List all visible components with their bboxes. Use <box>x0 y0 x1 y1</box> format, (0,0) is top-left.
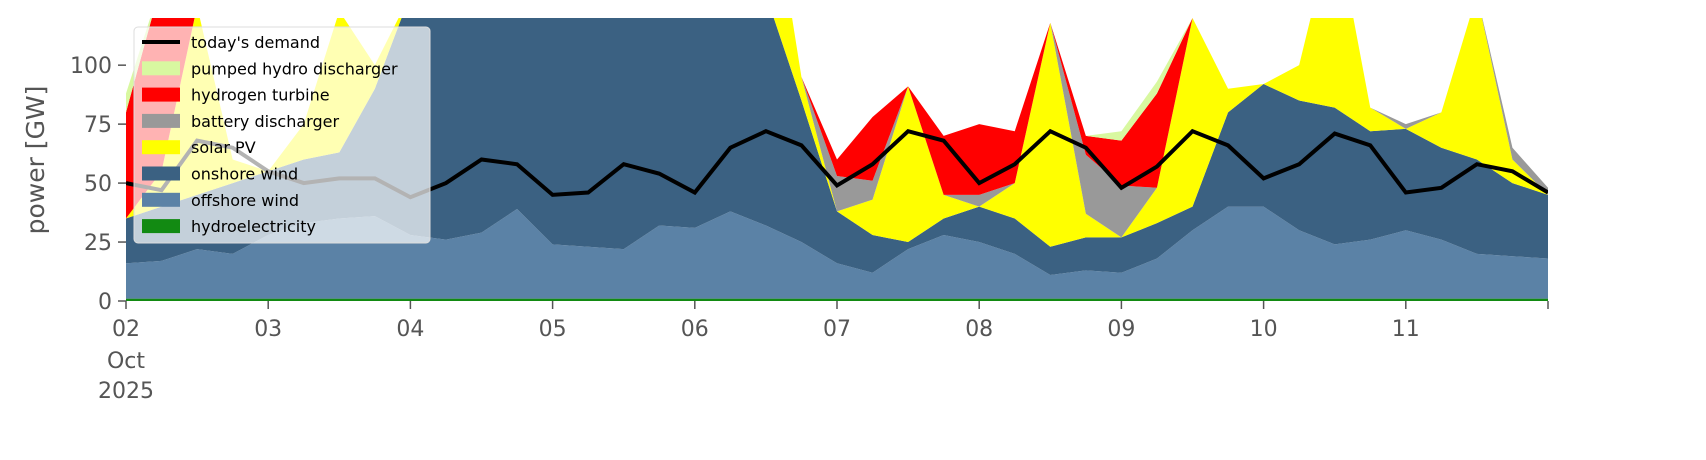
legend-label: offshore wind <box>191 191 299 210</box>
legend-label: hydrogen turbine <box>191 86 330 105</box>
area <box>126 18 1548 276</box>
area <box>126 18 1548 238</box>
legend-swatch <box>142 192 180 207</box>
y-tick-label: 50 <box>84 172 112 197</box>
x-tick-sublabel: 2025 <box>98 379 154 404</box>
plot-area <box>126 18 1548 301</box>
x-tick-label: 11 <box>1392 317 1420 342</box>
legend-label: pumped hydro discharger <box>191 59 398 78</box>
legend-swatch <box>142 61 180 76</box>
legend: today's demand pumped hydro discharger hyd… <box>133 26 431 244</box>
legend-label: hydroelectricity <box>191 217 316 236</box>
legend-swatch <box>142 113 180 128</box>
x-tick-label: 05 <box>539 317 567 342</box>
legend-label: solar PV <box>191 138 256 157</box>
y-tick-label: 0 <box>98 290 112 315</box>
legend-swatch <box>142 140 180 155</box>
x-tick-sublabel: Oct <box>107 349 145 374</box>
legend-label: onshore wind <box>191 165 298 184</box>
legend-label: battery discharger <box>191 112 339 131</box>
x-tick-label: 03 <box>254 317 282 342</box>
legend-swatch <box>142 166 180 181</box>
y-tick-label: 75 <box>84 113 112 138</box>
y-tick-label: 100 <box>70 54 112 79</box>
legend-box <box>133 26 431 244</box>
x-tick-label: 09 <box>1107 317 1135 342</box>
x-tick-label: 02 <box>112 317 140 342</box>
x-tick-label: 04 <box>396 317 424 342</box>
legend-label: today's demand <box>191 33 320 52</box>
x-tick-label: 07 <box>823 317 851 342</box>
legend-swatch <box>142 219 180 234</box>
x-tick-label: 10 <box>1250 317 1278 342</box>
x-tick-label: 08 <box>965 317 993 342</box>
area <box>126 298 1548 301</box>
x-tick-label: 06 <box>681 317 709 342</box>
area <box>126 206 1548 299</box>
legend-swatch <box>142 87 180 102</box>
y-tick-label: 25 <box>84 231 112 256</box>
y-axis-label: power [GW] <box>21 86 50 235</box>
area <box>126 18 1548 247</box>
